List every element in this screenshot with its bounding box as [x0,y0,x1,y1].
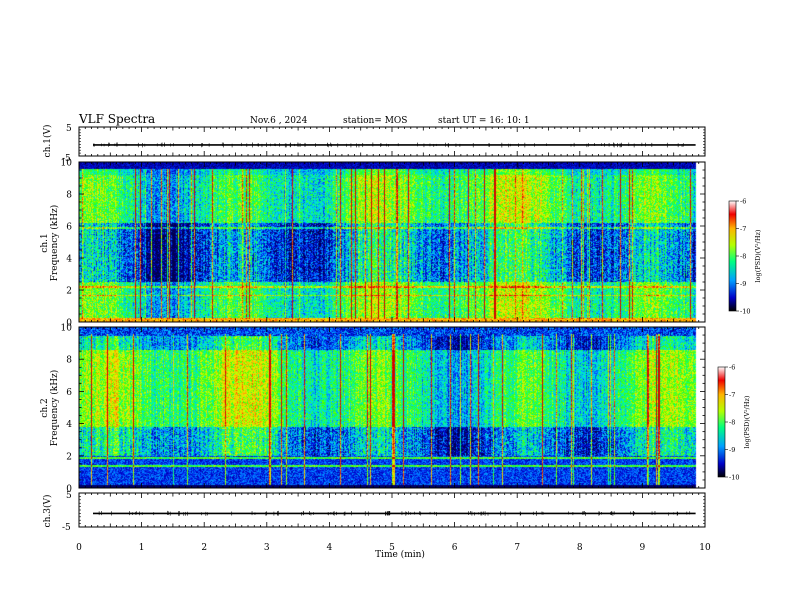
ch2-colorbar: -6 -7 -8 -9 -10 log(PSD)(V²/Hz) [717,364,751,482]
time-tick-label: 0 [76,543,82,553]
ch3-ytick-bottom: -5 [62,523,71,533]
ch1-freq-ticks: 0 2 4 6 8 10 [61,159,705,329]
freq-tick-label: 0 [66,319,72,329]
colorbar-tick-label: -7 [740,225,746,233]
freq-tick-label: 6 [66,223,72,233]
date-label: Nov.6 , 2024 [250,116,308,126]
ch1-ytick-top: 5 [66,124,72,134]
figure-title: VLF Spectra [78,112,155,126]
freq-tick-label: 4 [66,255,72,265]
ch2-freq-ticks: 0 2 4 6 8 10 [61,324,705,495]
freq-tick-label: 2 [66,452,72,462]
ch2-colorbar-ticks: -6 -7 -8 -9 -10 [725,364,739,482]
freq-tick-label: 4 [66,420,72,430]
ch1-spectrogram-image [79,162,705,322]
time-tick-label: 10 [699,543,711,553]
colorbar-tick-label: -7 [729,391,735,399]
ch1-colorbar-ticks: -6 -7 -8 -9 -10 [736,198,750,316]
ch1-ytick-bottom: -5 [62,154,71,164]
ch2-spec-ylabel: ch.2 [40,398,50,417]
time-tick-label: 2 [201,543,207,553]
ch1-colorbar-label: log(PSD)(V²/Hz) [754,229,762,282]
ch1-freq-ylabel: Frequency (kHz) [49,205,60,282]
time-tick-label: 1 [139,543,145,553]
ch2-freq-ylabel: Frequency (kHz) [49,370,60,447]
time-tick-label: 6 [452,543,458,553]
ch3-voltage-panel: 5 -5 ch.3(V) [42,491,706,533]
time-axis-ticks: 0 1 2 3 4 5 6 7 8 9 10 [76,127,711,553]
time-tick-label: 7 [514,543,520,553]
freq-tick-label: 10 [61,159,73,169]
ch2-spectrogram-panel: 0 2 4 6 8 10 ch.2 Frequency (kHz) [40,324,706,495]
ch1-colorbar: -6 -7 -8 -9 -10 log(PSD)(V²/Hz) [728,198,762,316]
ch3-voltage-trace [79,492,705,528]
colorbar-tick-label: -6 [740,198,746,206]
ch2-colorbar-label: log(PSD)(V²/Hz) [743,395,751,448]
colorbar-tick-label: -9 [740,280,746,288]
station-label: station= MOS [343,116,407,126]
time-tick-label: 9 [640,543,646,553]
time-tick-label: 3 [264,543,270,553]
colorbar-tick-label: -10 [740,308,750,316]
ch3-voltage-ylabel: ch.3(V) [42,495,53,528]
freq-tick-label: 10 [61,324,73,334]
freq-tick-label: 8 [66,191,72,201]
ch3-ytick-top: 5 [66,491,72,501]
colorbar-tick-label: -8 [729,419,735,427]
time-tick-label: 5 [389,543,395,553]
freq-tick-label: 2 [66,287,72,297]
time-axis-label: Time (min) [375,549,425,560]
freq-tick-label: 8 [66,356,72,366]
start-ut-label: start UT = 16: 10: 1 [438,116,530,126]
ch1-voltage-ylabel: ch.1(V) [42,125,53,158]
ch2-spectrogram-image [79,327,705,488]
freq-tick-label: 0 [66,485,72,495]
colorbar-tick-label: -8 [740,253,746,261]
time-tick-label: 8 [577,543,583,553]
freq-tick-label: 6 [66,388,72,398]
time-tick-label: 4 [327,543,333,553]
colorbar-tick-label: -10 [729,474,739,482]
colorbar-tick-label: -6 [729,364,735,372]
colorbar-tick-label: -9 [729,446,735,454]
ch1-voltage-trace [79,126,705,157]
ch1-spec-ylabel: ch.1 [40,233,50,252]
ch1-spectrogram-panel: 0 2 4 6 8 10 ch.1 Frequency (kHz) [40,159,706,329]
